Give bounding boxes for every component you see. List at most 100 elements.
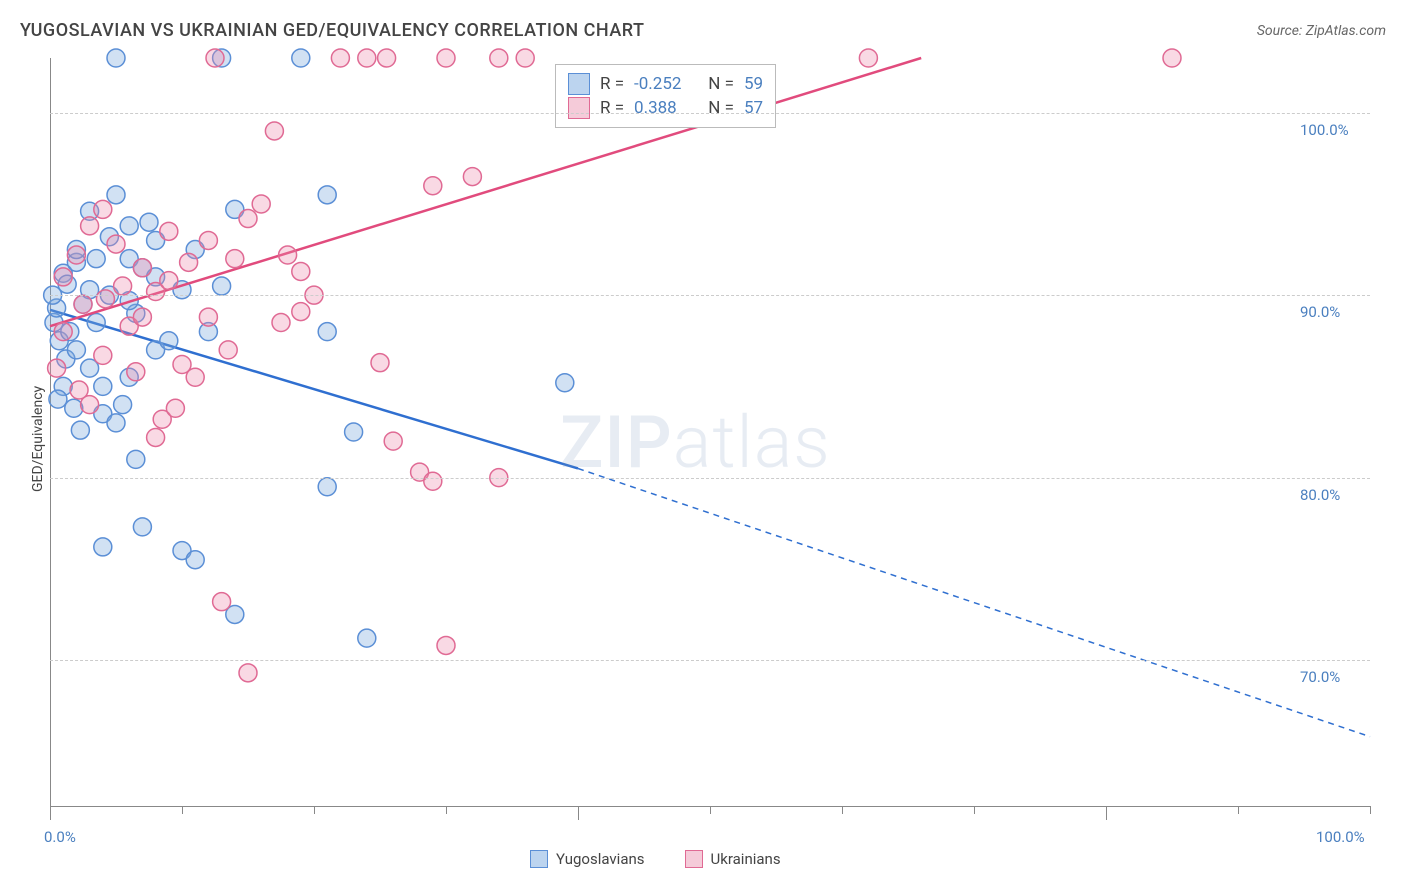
data-point-yugoslavians <box>186 551 204 569</box>
data-point-ukrainians <box>94 200 112 218</box>
data-point-ukrainians <box>54 323 72 341</box>
data-point-ukrainians <box>107 235 125 253</box>
x-tick-mark <box>446 806 447 814</box>
data-point-ukrainians <box>160 222 178 240</box>
regression-line-ukrainians <box>50 58 921 326</box>
data-point-yugoslavians <box>556 374 574 392</box>
x-tick-mark <box>1238 806 1239 814</box>
data-point-yugoslavians <box>213 277 231 295</box>
data-point-ukrainians <box>331 49 349 67</box>
data-point-ukrainians <box>265 122 283 140</box>
data-point-yugoslavians <box>94 538 112 556</box>
data-point-ukrainians <box>252 195 270 213</box>
data-point-yugoslavians <box>133 518 151 536</box>
legend-item-yugoslavians: Yugoslavians <box>530 850 645 868</box>
data-point-yugoslavians <box>114 396 132 414</box>
x-tick-label: 0.0% <box>44 828 76 846</box>
data-point-yugoslavians <box>318 323 336 341</box>
data-point-ukrainians <box>74 295 92 313</box>
data-point-ukrainians <box>490 49 508 67</box>
data-point-ukrainians <box>160 272 178 290</box>
data-point-ukrainians <box>371 354 389 372</box>
x-tick-mark <box>1370 806 1371 814</box>
source-credit: Source: ZipAtlas.com <box>1257 23 1386 39</box>
data-point-ukrainians <box>239 210 257 228</box>
data-point-ukrainians <box>239 664 257 682</box>
stats-row-yugoslavians: R = -0.252 N = 59 <box>568 73 763 95</box>
data-point-ukrainians <box>272 314 290 332</box>
data-point-yugoslavians <box>87 250 105 268</box>
stats-legend-box: R = -0.252 N = 59R = 0.388 N = 57 <box>555 64 776 128</box>
chart-title: YUGOSLAVIAN VS UKRAINIAN GED/EQUIVALENCY… <box>20 20 645 41</box>
data-point-ukrainians <box>133 259 151 277</box>
legend-label: Ukrainians <box>711 850 781 868</box>
x-tick-mark <box>578 806 579 820</box>
x-tick-mark <box>974 806 975 814</box>
gridline-h <box>50 660 1370 661</box>
gridline-h <box>50 478 1370 479</box>
x-tick-mark <box>50 806 51 820</box>
data-point-yugoslavians <box>49 390 67 408</box>
data-point-yugoslavians <box>65 399 83 417</box>
x-tick-mark <box>1106 806 1107 820</box>
swatch-ukrainians-icon <box>568 97 590 119</box>
data-point-yugoslavians <box>67 341 85 359</box>
data-point-ukrainians <box>384 432 402 450</box>
data-point-yugoslavians <box>87 314 105 332</box>
data-point-ukrainians <box>199 308 217 326</box>
data-point-ukrainians <box>437 636 455 654</box>
data-point-ukrainians <box>213 593 231 611</box>
swatch-ukrainians-icon <box>685 850 703 868</box>
data-point-yugoslavians <box>127 450 145 468</box>
data-point-yugoslavians <box>140 213 158 231</box>
data-point-ukrainians <box>199 231 217 249</box>
data-point-ukrainians <box>186 368 204 386</box>
y-tick-label: 90.0% <box>1300 303 1340 321</box>
data-point-yugoslavians <box>94 377 112 395</box>
header: YUGOSLAVIAN VS UKRAINIAN GED/EQUIVALENCY… <box>20 20 1386 41</box>
x-tick-mark <box>710 806 711 814</box>
data-point-ukrainians <box>358 49 376 67</box>
data-point-yugoslavians <box>358 629 376 647</box>
data-point-yugoslavians <box>71 421 89 439</box>
data-point-yugoslavians <box>107 186 125 204</box>
swatch-yugoslavians-icon <box>568 73 590 95</box>
data-point-ukrainians <box>147 428 165 446</box>
data-point-ukrainians <box>219 341 237 359</box>
data-point-ukrainians <box>1163 49 1181 67</box>
data-point-ukrainians <box>81 217 99 235</box>
data-point-yugoslavians <box>160 332 178 350</box>
data-point-ukrainians <box>206 49 224 67</box>
y-tick-label: 70.0% <box>1300 668 1340 686</box>
data-point-ukrainians <box>48 359 66 377</box>
legend-bottom: Yugoslavians Ukrainians <box>530 850 781 868</box>
data-point-ukrainians <box>114 277 132 295</box>
gridline-h <box>50 295 1370 296</box>
data-point-yugoslavians <box>292 49 310 67</box>
data-point-ukrainians <box>859 49 877 67</box>
x-tick-mark <box>314 806 315 814</box>
data-point-ukrainians <box>96 290 114 308</box>
data-point-yugoslavians <box>107 49 125 67</box>
gridline-h <box>50 113 1370 114</box>
y-axis-title: GED/Equivalency <box>30 386 46 492</box>
data-point-ukrainians <box>70 381 88 399</box>
data-point-ukrainians <box>226 250 244 268</box>
y-tick-label: 80.0% <box>1300 486 1340 504</box>
stats-row-ukrainians: R = 0.388 N = 57 <box>568 97 763 119</box>
data-point-yugoslavians <box>107 414 125 432</box>
x-tick-mark <box>842 806 843 814</box>
data-point-ukrainians <box>424 177 442 195</box>
data-point-yugoslavians <box>318 186 336 204</box>
legend-item-ukrainians: Ukrainians <box>685 850 781 868</box>
data-point-ukrainians <box>67 246 85 264</box>
data-point-ukrainians <box>378 49 396 67</box>
data-point-ukrainians <box>292 303 310 321</box>
data-point-ukrainians <box>166 399 184 417</box>
data-point-ukrainians <box>292 262 310 280</box>
swatch-yugoslavians-icon <box>530 850 548 868</box>
legend-label: Yugoslavians <box>556 850 645 868</box>
x-tick-mark <box>182 806 183 814</box>
data-point-ukrainians <box>133 308 151 326</box>
data-point-yugoslavians <box>345 423 363 441</box>
